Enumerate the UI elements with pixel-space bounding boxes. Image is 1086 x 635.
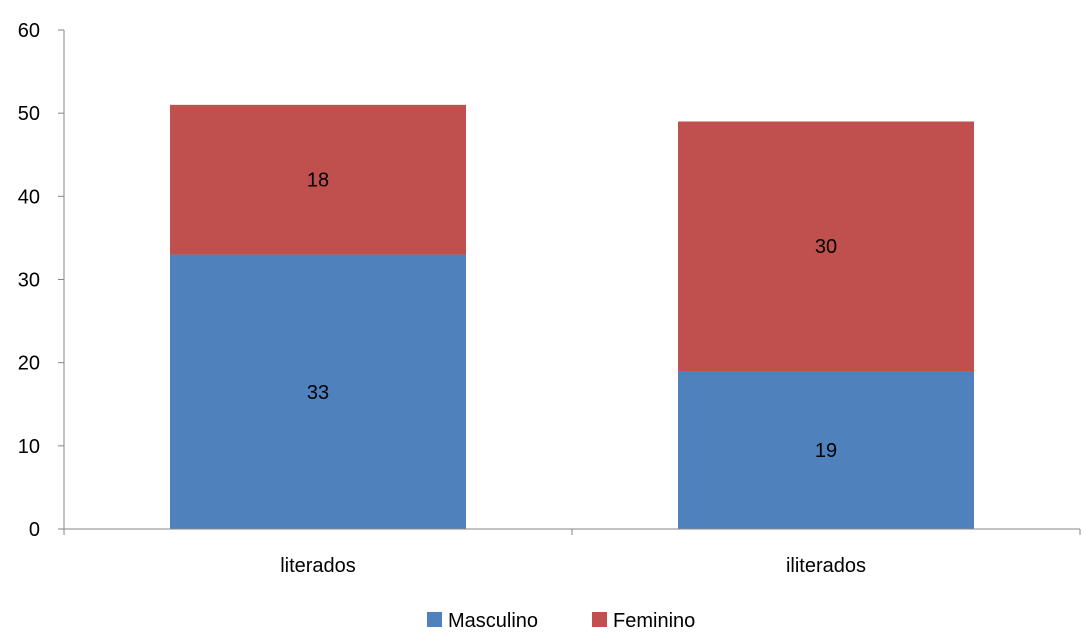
legend-label-feminino: Feminino [613, 610, 695, 630]
bar-segment-masculino-literados [170, 254, 466, 530]
data-label-masculino-literados: 33 [307, 382, 329, 404]
y-tick-label: 50 [18, 103, 40, 125]
bar-segment-feminino-iliterados [678, 121, 974, 371]
data-label-feminino-literados: 18 [307, 170, 329, 192]
legend: Masculino Feminino [427, 610, 695, 632]
data-label-masculino-iliterados: 19 [815, 440, 837, 462]
y-tick-label: 60 [18, 20, 40, 42]
y-tick-label: 40 [18, 186, 40, 208]
x-category-label: iliterados [786, 555, 866, 577]
y-tick-label: 10 [18, 436, 40, 458]
bar-segment-feminino-literados [170, 104, 466, 255]
bars [170, 104, 974, 530]
bar-segment-masculino-iliterados [678, 370, 974, 529]
legend-label-masculino: Masculino [448, 610, 538, 630]
data-label-feminino-iliterados: 30 [815, 236, 837, 258]
y-axis: 0 10 20 30 40 50 60 [18, 20, 65, 541]
y-tick-label: 0 [29, 519, 40, 541]
x-category-label: literados [280, 555, 356, 577]
x-axis: literados iliterados [63, 528, 1081, 577]
legend-swatch-feminino [592, 612, 607, 627]
y-tick-label: 20 [18, 353, 40, 375]
data-labels: 33 18 19 30 [307, 170, 837, 462]
y-tick-label: 30 [18, 270, 40, 292]
legend-swatch-masculino [427, 612, 442, 627]
